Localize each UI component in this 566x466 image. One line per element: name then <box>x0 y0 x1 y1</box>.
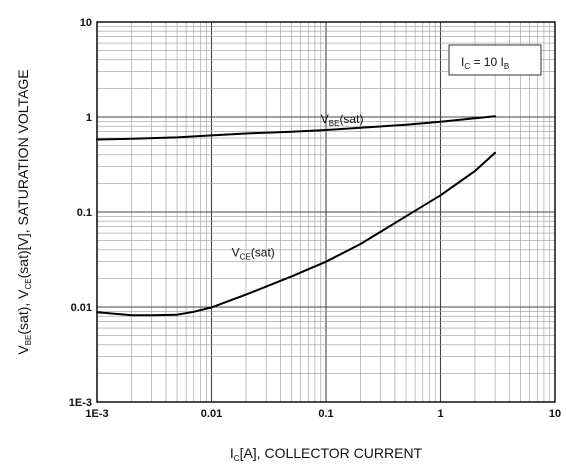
x-tick-label: 0.1 <box>318 408 333 420</box>
series-label-be: VBE(sat) <box>321 112 364 128</box>
x-tick-label: 0.01 <box>201 408 222 420</box>
y-axis-title: VBE(sat), VCE(sat)[V], SATURATION VOLTAG… <box>15 69 33 354</box>
series-line-be <box>96 115 497 141</box>
y-tick-label: 1 <box>86 112 92 124</box>
series-group: VBE(sat) VCE(sat) <box>96 112 497 317</box>
tick-labels: 1E-3 0.01 0.1 1 10 1E-3 0.01 0.1 1 10 <box>69 17 561 420</box>
series-line-ce <box>96 151 497 317</box>
condition-box: IC = 10 IB <box>448 44 542 76</box>
x-tick-label: 10 <box>549 408 561 420</box>
condition-text: IC = 10 IB <box>461 55 509 71</box>
x-axis-title: IC[A], COLLECTOR CURRENT <box>230 445 423 463</box>
grid <box>96 22 555 403</box>
y-tick-label: 10 <box>80 17 92 29</box>
y-tick-label: 1E-3 <box>69 397 92 409</box>
series-label-ce: VCE(sat) <box>232 246 275 262</box>
x-tick-label: 1E-3 <box>85 408 108 420</box>
x-tick-label: 1 <box>437 408 443 420</box>
y-tick-label: 0.01 <box>71 302 92 314</box>
plot-frame <box>96 21 556 403</box>
y-tick-label: 0.1 <box>77 207 92 219</box>
